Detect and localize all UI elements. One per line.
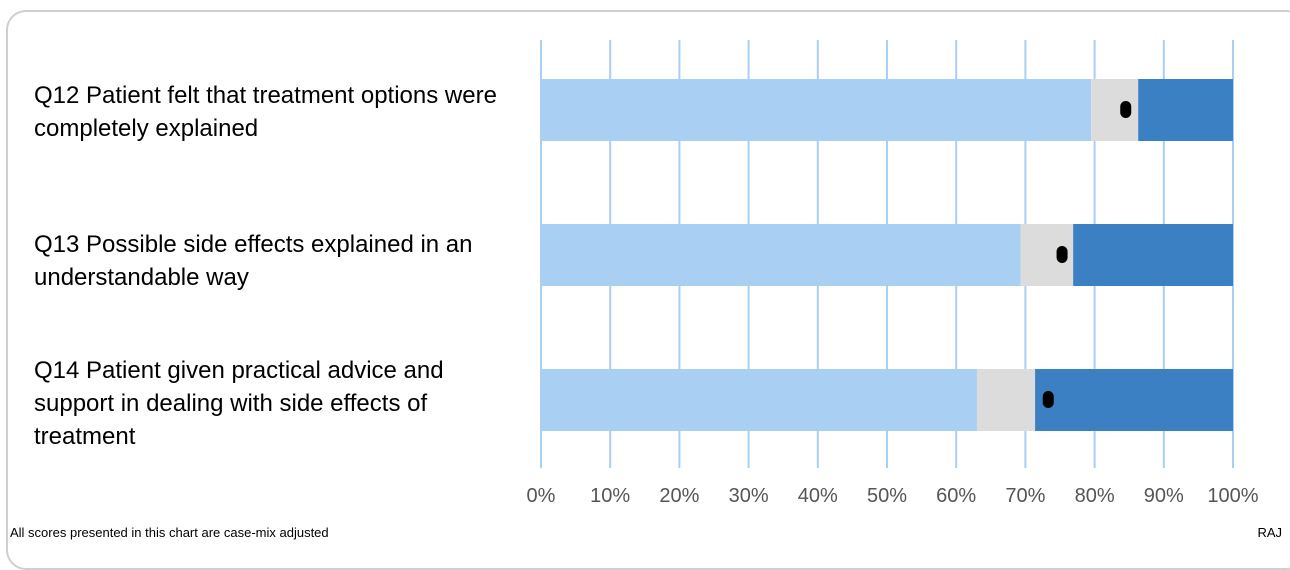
x-tick-label-0: 0% (527, 485, 556, 507)
x-tick-label-1: 10% (590, 485, 630, 507)
x-tick-label-7: 70% (1005, 485, 1045, 507)
stacked-bar-chart: 0% 10% 20% 30% 40% 50% 60% 70% 80% 90% 100% (527, 40, 1259, 507)
bar-q14-segment-2 (976, 369, 1036, 431)
bar-q14-segment-3 (1035, 369, 1233, 431)
x-tick-label-4: 40% (798, 485, 838, 507)
question-label-q12: Q12 Patient felt that treatment options … (34, 82, 497, 142)
footnote: All scores presented in this chart are c… (10, 525, 329, 540)
bar-q12-segment-3 (1138, 79, 1233, 141)
x-tick-label-5: 50% (867, 485, 907, 507)
bar-q14-segment-1 (541, 369, 977, 431)
trust-code: RAJ (1257, 525, 1282, 540)
x-tick-label-3: 30% (729, 485, 769, 507)
marker-q13 (1056, 246, 1068, 263)
question-label-q13: Q13 Possible side effects explained in a… (34, 231, 473, 291)
bar-q12-segment-1 (541, 79, 1092, 141)
x-tick-label-9: 90% (1144, 485, 1184, 507)
x-tick-label-2: 20% (659, 485, 699, 507)
x-tick-label-8: 80% (1075, 485, 1115, 507)
marker-q14 (1042, 391, 1054, 408)
marker-q12 (1120, 101, 1132, 118)
x-tick-label-6: 60% (936, 485, 976, 507)
question-label-q14: Q14 Patient given practical advice and s… (34, 357, 444, 450)
bar-q13-segment-3 (1073, 224, 1233, 286)
bar-q13-segment-1 (541, 224, 1021, 286)
x-tick-label-10: 100% (1207, 485, 1258, 507)
